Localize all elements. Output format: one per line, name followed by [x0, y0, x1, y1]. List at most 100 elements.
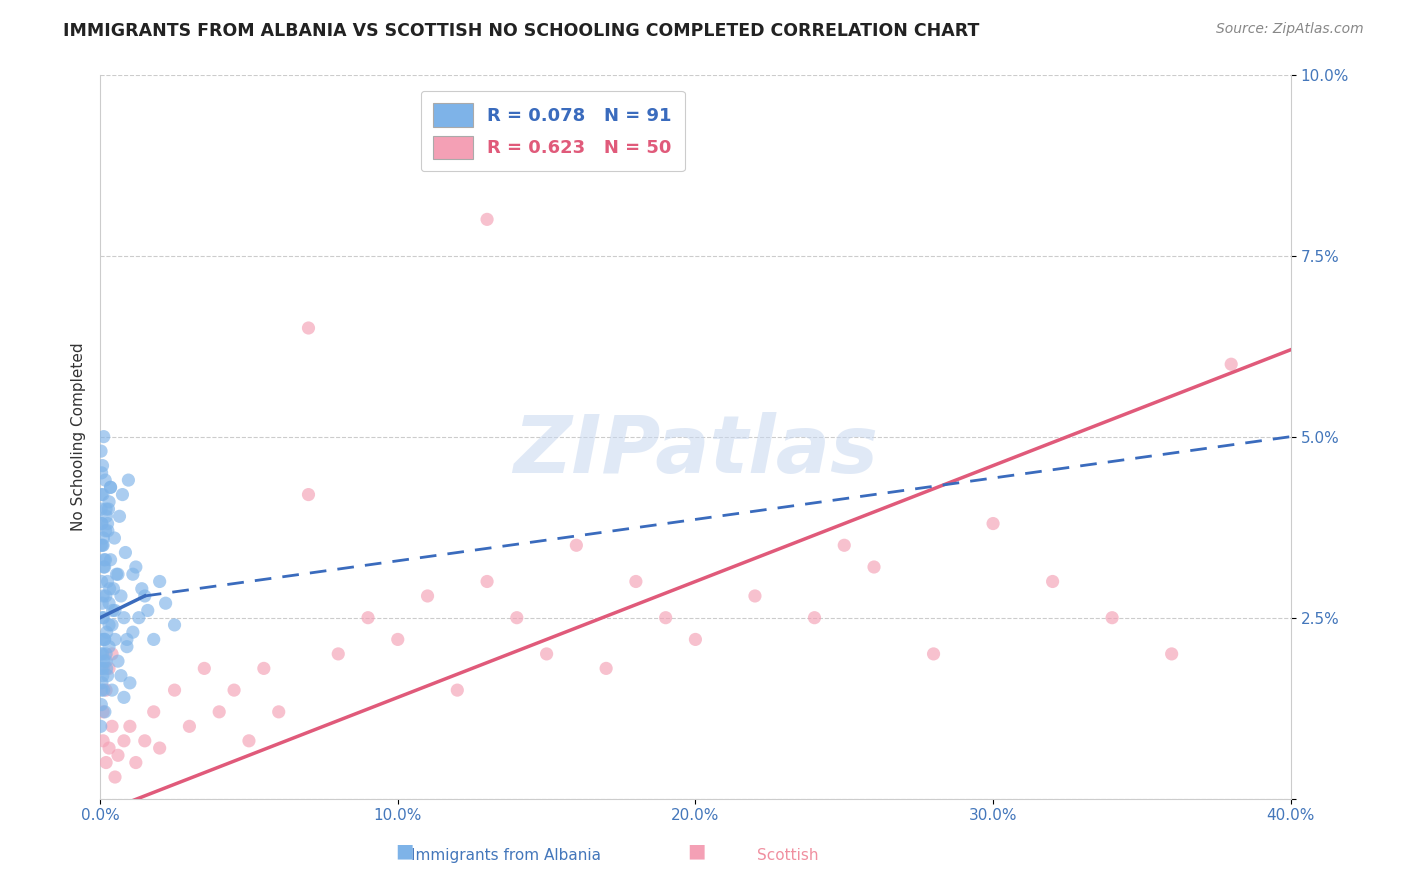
Point — [101, 618, 124, 632]
Legend: R = 0.078   N = 91, R = 0.623   N = 50: R = 0.078 N = 91, R = 0.623 N = 50 — [420, 91, 685, 171]
Point — [98, 661, 121, 675]
Point — [94, 589, 117, 603]
Point — [103, 531, 125, 545]
Point — [98, 618, 121, 632]
Point — [90, 698, 112, 712]
Point — [90, 516, 112, 531]
Point — [94, 473, 117, 487]
Point — [98, 582, 121, 596]
Point — [114, 545, 136, 559]
Point — [94, 705, 117, 719]
Text: ■: ■ — [395, 842, 415, 861]
Point — [90, 516, 112, 531]
Point — [149, 574, 172, 589]
Point — [142, 632, 165, 647]
Point — [101, 603, 124, 617]
Point — [91, 610, 114, 624]
Point — [654, 610, 676, 624]
Point — [142, 705, 165, 719]
Point — [475, 574, 498, 589]
Point — [1220, 357, 1243, 371]
Point — [90, 661, 112, 675]
Point — [96, 509, 118, 524]
Point — [416, 589, 439, 603]
Point — [122, 625, 145, 640]
Point — [90, 574, 112, 589]
Point — [91, 538, 114, 552]
Point — [94, 647, 117, 661]
Text: Scottish: Scottish — [756, 848, 818, 863]
Point — [98, 741, 121, 756]
Point — [93, 654, 115, 668]
Point — [91, 647, 114, 661]
Point — [125, 560, 148, 574]
Point — [475, 212, 498, 227]
Point — [1042, 574, 1064, 589]
Point — [91, 705, 114, 719]
Point — [103, 582, 125, 596]
Text: ZIPatlas: ZIPatlas — [513, 412, 877, 490]
Point — [446, 683, 468, 698]
Point — [107, 654, 129, 668]
Point — [104, 632, 127, 647]
Point — [96, 625, 118, 640]
Point — [685, 632, 707, 647]
Point — [97, 502, 120, 516]
Point — [91, 538, 114, 552]
Point — [208, 705, 231, 719]
Point — [863, 560, 886, 574]
Point — [1160, 647, 1182, 661]
Point — [91, 668, 114, 682]
Point — [744, 589, 766, 603]
Point — [93, 610, 115, 624]
Point — [506, 610, 529, 624]
Point — [97, 524, 120, 538]
Point — [134, 589, 156, 603]
Point — [93, 683, 115, 698]
Point — [104, 770, 127, 784]
Y-axis label: No Schooling Completed: No Schooling Completed — [72, 343, 86, 531]
Point — [100, 480, 122, 494]
Point — [101, 719, 124, 733]
Point — [107, 567, 129, 582]
Point — [803, 610, 825, 624]
Point — [128, 610, 150, 624]
Point — [90, 487, 112, 501]
Point — [101, 647, 124, 661]
Point — [357, 610, 380, 624]
Point — [565, 538, 588, 552]
Point — [136, 603, 159, 617]
Point — [94, 756, 117, 770]
Text: ■: ■ — [686, 842, 706, 861]
Point — [90, 683, 112, 698]
Point — [179, 719, 201, 733]
Point — [112, 734, 135, 748]
Point — [93, 632, 115, 647]
Point — [267, 705, 290, 719]
Point — [91, 632, 114, 647]
Point — [98, 596, 121, 610]
Point — [90, 538, 112, 552]
Point — [90, 719, 112, 733]
Point — [253, 661, 276, 675]
Point — [981, 516, 1004, 531]
Point — [93, 553, 115, 567]
Point — [297, 487, 319, 501]
Point — [163, 618, 186, 632]
Point — [149, 741, 172, 756]
Point — [155, 596, 177, 610]
Point — [93, 632, 115, 647]
Point — [131, 582, 153, 596]
Point — [122, 567, 145, 582]
Point — [93, 560, 115, 574]
Point — [536, 647, 558, 661]
Point — [328, 647, 350, 661]
Point — [98, 640, 121, 654]
Point — [97, 516, 120, 531]
Point — [91, 661, 114, 675]
Point — [297, 321, 319, 335]
Point — [222, 683, 245, 698]
Point — [112, 610, 135, 624]
Point — [101, 683, 124, 698]
Point — [93, 560, 115, 574]
